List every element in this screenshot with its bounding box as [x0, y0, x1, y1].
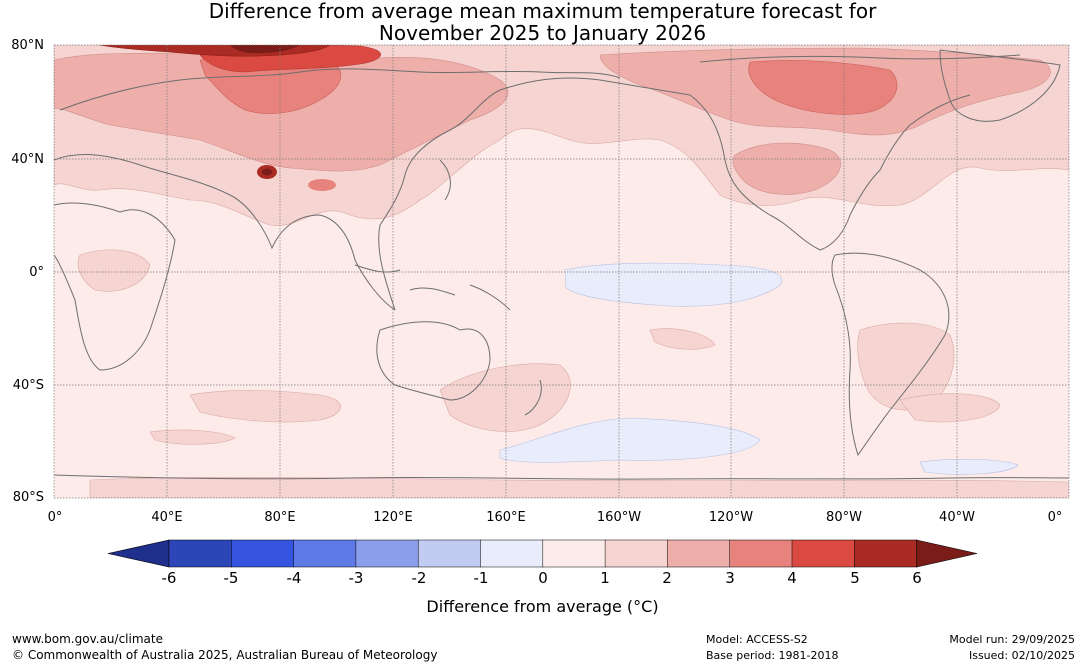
colorbar-title: Difference from average (°C)	[426, 597, 659, 616]
anomaly-region-canada-core	[748, 60, 898, 115]
colorbar-tick-label: -5	[223, 569, 239, 587]
chart-title-line2: November 2025 to January 2026	[378, 21, 707, 45]
colorbar-tick-label: 2	[662, 569, 672, 587]
lon-label-160e: 160°E	[486, 510, 526, 525]
footer-base-period: Base period: 1981-2018	[706, 649, 839, 662]
anomaly-region-south-indian	[189, 390, 341, 423]
lon-label-40e: 40°E	[151, 510, 183, 525]
colorbar-tick-label: 5	[850, 569, 860, 587]
lat-label-80s: 80°S	[12, 490, 44, 505]
colorbar-tick-label: 0	[538, 569, 548, 587]
anomaly-region-south-atlantic-cool	[919, 459, 1019, 475]
anomaly-region-south-atlantic	[899, 393, 1001, 423]
anomaly-region-arctic-peak	[230, 45, 300, 54]
lon-label-80w: 80°W	[826, 510, 862, 525]
lat-label-80n: 80°N	[11, 38, 44, 53]
footer-model: Model: ACCESS-S2	[706, 633, 808, 646]
colorbar-segment	[791, 539, 856, 568]
footer-model-run: Model run: 29/09/2025	[949, 633, 1075, 646]
graticule	[53, 44, 1070, 499]
colorbar-segment	[542, 539, 606, 568]
lon-label-160w: 160°W	[596, 510, 642, 525]
colorbar-segment	[729, 539, 793, 568]
colorbar-segment	[417, 539, 482, 568]
lat-label-0: 0°	[29, 265, 44, 280]
colorbar-segment	[231, 539, 295, 568]
colorbar-tick-label: -3	[348, 569, 364, 587]
lon-label-40w: 40°W	[939, 510, 975, 525]
lon-label-80e: 80°E	[264, 510, 296, 525]
footer-website: www.bom.gov.au/climate	[12, 632, 163, 646]
lon-label-120w: 120°W	[708, 510, 754, 525]
colorbar-tick-label: 3	[725, 569, 735, 587]
anomaly-region-australia	[439, 363, 571, 432]
colorbar-tick-label: -6	[161, 569, 177, 587]
colorbar-tick-label: 1	[600, 569, 610, 587]
coastlines	[54, 49, 1069, 480]
colorbar-tick-label: 6	[912, 569, 922, 587]
footer-copyright: © Commonwealth of Australia 2025, Austra…	[12, 648, 438, 662]
colorbar-tick-label: 4	[787, 569, 797, 587]
lat-label-40n: 40°N	[11, 152, 44, 167]
chart-title-line1: Difference from average mean maximum tem…	[208, 0, 877, 23]
footer-issued: Issued: 02/10/2025	[968, 649, 1075, 662]
colorbar-segment	[667, 539, 731, 568]
lat-label-40s: 40°S	[12, 378, 44, 393]
lon-label-120e: 120°E	[373, 510, 413, 525]
colorbar-segment	[854, 539, 918, 568]
colorbar-segment	[355, 539, 419, 568]
colorbar-extension-high	[916, 539, 978, 568]
lon-label-0-right: 0°	[1047, 510, 1063, 525]
anomaly-spot-china	[308, 179, 336, 191]
colorbar-extension-low	[107, 539, 170, 568]
colorbar-segment	[480, 539, 544, 568]
colorbar-tick-label: -1	[473, 569, 489, 587]
colorbar-tick-label: -4	[286, 569, 302, 587]
anomaly-region-usa	[732, 142, 841, 195]
colorbar-segment	[168, 539, 233, 568]
colorbar-tick-label: -2	[411, 569, 427, 587]
lon-label-0-left: 0°	[47, 510, 63, 525]
anomaly-region-africa-west	[77, 249, 151, 292]
colorbar-segment	[604, 539, 669, 568]
anomaly-region-south-pacific	[649, 328, 716, 350]
colorbar-segment	[293, 539, 357, 568]
anomaly-region-antarctic-edge	[89, 476, 1069, 498]
anomaly-region-southern-cool	[499, 417, 761, 463]
